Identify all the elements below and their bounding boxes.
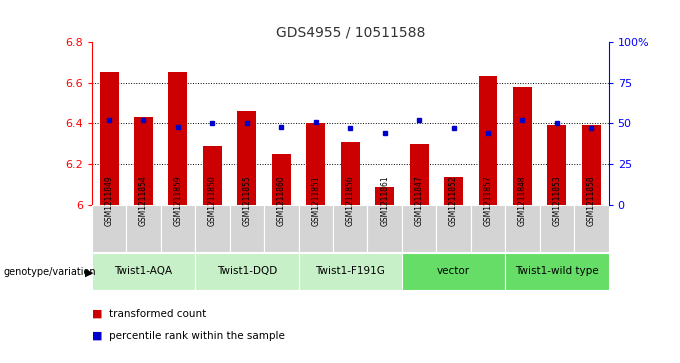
Text: GSM1211847: GSM1211847 [415, 176, 424, 227]
Bar [134, 117, 153, 205]
Bar [367, 205, 402, 252]
Bar [160, 205, 195, 252]
Text: percentile rank within the sample: percentile rank within the sample [109, 331, 285, 341]
Bar [402, 253, 505, 290]
Bar [306, 123, 325, 205]
Text: Twist1-F191G: Twist1-F191G [316, 266, 385, 277]
Bar [203, 146, 222, 205]
Bar [169, 72, 188, 205]
Text: GSM1211854: GSM1211854 [139, 176, 148, 227]
Bar [333, 205, 367, 252]
Text: GSM1211860: GSM1211860 [277, 176, 286, 227]
Bar [444, 176, 463, 205]
Title: GDS4955 / 10511588: GDS4955 / 10511588 [275, 25, 425, 39]
Bar [264, 205, 299, 252]
Bar [409, 144, 428, 205]
Bar [513, 87, 532, 205]
Text: vector: vector [437, 266, 470, 277]
Bar [375, 187, 394, 205]
Bar [299, 253, 402, 290]
Text: GSM1211850: GSM1211850 [208, 176, 217, 227]
Bar [437, 205, 471, 252]
Bar [471, 205, 505, 252]
Bar [99, 72, 118, 205]
Bar [92, 253, 195, 290]
Text: ▶: ▶ [85, 267, 94, 277]
Text: Twist1-AQA: Twist1-AQA [114, 266, 173, 277]
Text: GSM1211857: GSM1211857 [483, 176, 492, 227]
Bar [126, 205, 160, 252]
Text: Twist1-wild type: Twist1-wild type [515, 266, 598, 277]
Text: GSM1211858: GSM1211858 [587, 176, 596, 227]
Bar [505, 205, 540, 252]
Bar [479, 77, 498, 205]
Text: GSM1211851: GSM1211851 [311, 176, 320, 227]
Bar [237, 111, 256, 205]
Text: GSM1211853: GSM1211853 [552, 176, 562, 227]
Text: transformed count: transformed count [109, 309, 206, 319]
Text: GSM1211856: GSM1211856 [345, 176, 355, 227]
Bar [505, 253, 609, 290]
Bar [540, 205, 574, 252]
Bar [195, 253, 299, 290]
Bar [272, 154, 291, 205]
Text: GSM1211859: GSM1211859 [173, 176, 182, 227]
Bar [230, 205, 264, 252]
Bar [195, 205, 230, 252]
Text: GSM1211848: GSM1211848 [518, 176, 527, 227]
Bar [402, 205, 437, 252]
Bar [92, 205, 126, 252]
Text: GSM1211855: GSM1211855 [242, 176, 252, 227]
Text: GSM1211849: GSM1211849 [105, 176, 114, 227]
Bar [582, 126, 601, 205]
Text: ■: ■ [92, 309, 102, 319]
Text: GSM1211861: GSM1211861 [380, 176, 389, 227]
Text: ■: ■ [92, 331, 102, 341]
Text: Twist1-DQD: Twist1-DQD [217, 266, 277, 277]
Bar [341, 142, 360, 205]
Bar [299, 205, 333, 252]
Text: GSM1211852: GSM1211852 [449, 176, 458, 227]
Text: genotype/variation: genotype/variation [3, 267, 96, 277]
Bar [547, 126, 566, 205]
Bar [574, 205, 609, 252]
